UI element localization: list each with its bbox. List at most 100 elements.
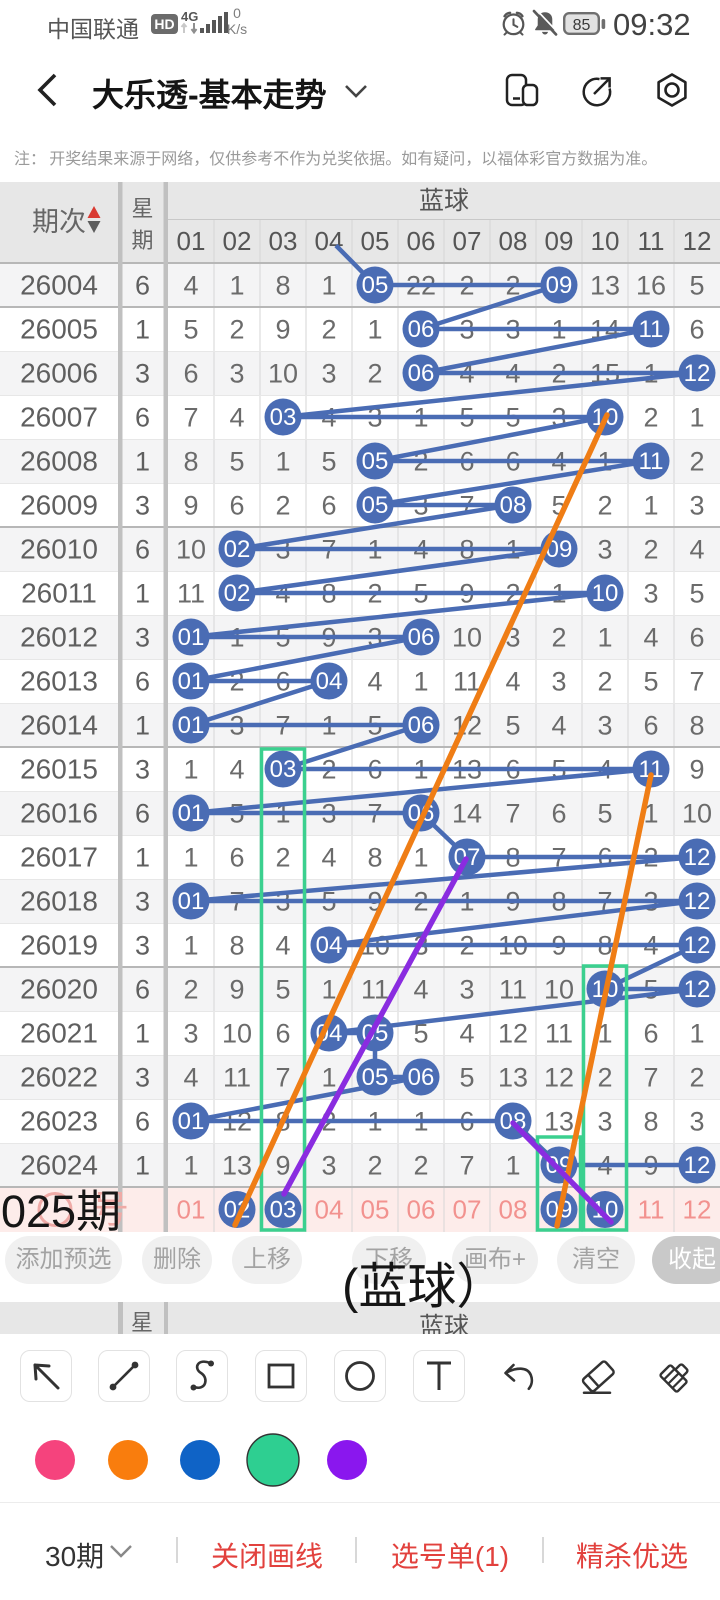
svg-text:6: 6	[643, 1019, 658, 1049]
svg-text:6: 6	[321, 491, 336, 521]
svg-text:11: 11	[177, 579, 205, 609]
svg-text:3: 3	[551, 667, 566, 697]
svg-text:05: 05	[362, 492, 389, 519]
svg-text:1: 1	[135, 579, 150, 609]
svg-text:13: 13	[590, 271, 620, 301]
svg-text:06: 06	[407, 226, 436, 256]
svg-text:1: 1	[135, 447, 150, 477]
svg-text:1: 1	[413, 843, 428, 873]
svg-text:26009: 26009	[20, 490, 98, 521]
svg-text:4: 4	[551, 711, 566, 741]
svg-text:星: 星	[131, 196, 153, 221]
svg-text:5: 5	[459, 1063, 474, 1093]
svg-text:04: 04	[316, 932, 343, 959]
svg-text:02: 02	[223, 226, 252, 256]
svg-text:07: 07	[453, 226, 482, 256]
svg-text:26006: 26006	[20, 358, 98, 389]
svg-text:10: 10	[682, 799, 712, 829]
svg-text:1: 1	[135, 315, 150, 345]
svg-text:5: 5	[183, 315, 198, 345]
svg-text:1: 1	[413, 667, 428, 697]
svg-text:6: 6	[135, 667, 150, 697]
svg-text:05: 05	[362, 1064, 389, 1091]
svg-text:3: 3	[643, 579, 658, 609]
svg-text:2: 2	[183, 975, 198, 1005]
svg-text:2: 2	[229, 315, 244, 345]
svg-text:1: 1	[135, 843, 150, 873]
svg-text:3: 3	[229, 359, 244, 389]
svg-text:1: 1	[321, 271, 336, 301]
svg-text:11: 11	[639, 316, 664, 343]
svg-text:01: 01	[178, 888, 205, 915]
svg-text:6: 6	[643, 711, 658, 741]
svg-text:1: 1	[643, 491, 658, 521]
svg-text:4: 4	[367, 667, 382, 697]
svg-text:26004: 26004	[20, 270, 98, 301]
svg-text:5: 5	[643, 667, 658, 697]
svg-text:1: 1	[183, 931, 198, 961]
svg-text:4: 4	[459, 1019, 474, 1049]
svg-text:11: 11	[639, 448, 664, 475]
svg-text:9: 9	[183, 491, 198, 521]
svg-text:1: 1	[275, 447, 290, 477]
svg-text:26011: 26011	[21, 578, 97, 609]
svg-text:12: 12	[684, 844, 711, 871]
svg-text:6: 6	[135, 271, 150, 301]
svg-text:13: 13	[544, 1107, 574, 1137]
svg-text:1: 1	[183, 1151, 198, 1181]
svg-text:3: 3	[689, 491, 704, 521]
svg-text:12: 12	[544, 1063, 574, 1093]
svg-text:05: 05	[362, 448, 389, 475]
svg-text:4: 4	[183, 271, 198, 301]
svg-text:03: 03	[270, 404, 297, 431]
svg-text:26005: 26005	[20, 314, 98, 345]
svg-text:2: 2	[597, 491, 612, 521]
svg-text:11: 11	[545, 1019, 573, 1049]
svg-text:06: 06	[408, 712, 435, 739]
svg-text:2: 2	[597, 667, 612, 697]
svg-text:01: 01	[178, 624, 205, 651]
svg-text:5: 5	[229, 447, 244, 477]
svg-text:8: 8	[229, 931, 244, 961]
svg-text:2: 2	[413, 1151, 428, 1181]
svg-text:26024: 26024	[20, 1150, 98, 1181]
svg-text:5: 5	[597, 799, 612, 829]
svg-text:26022: 26022	[20, 1062, 98, 1093]
svg-text:16: 16	[636, 271, 666, 301]
svg-text:13: 13	[498, 1063, 528, 1093]
svg-text:1: 1	[321, 1063, 336, 1093]
svg-text:26016: 26016	[20, 798, 98, 829]
svg-text:6: 6	[229, 843, 244, 873]
svg-text:3: 3	[459, 975, 474, 1005]
svg-text:8: 8	[183, 447, 198, 477]
svg-text:8: 8	[367, 843, 382, 873]
svg-text:01: 01	[178, 1108, 205, 1135]
svg-text:3: 3	[689, 1107, 704, 1137]
svg-text:1: 1	[321, 975, 336, 1005]
svg-text:5: 5	[505, 711, 520, 741]
svg-text:2: 2	[367, 1151, 382, 1181]
svg-text:3: 3	[597, 535, 612, 565]
svg-text:4: 4	[413, 975, 428, 1005]
svg-text:1: 1	[229, 271, 244, 301]
svg-text:12: 12	[683, 1195, 712, 1225]
svg-text:5: 5	[321, 447, 336, 477]
svg-text:26012: 26012	[20, 622, 98, 653]
svg-text:10: 10	[176, 535, 206, 565]
svg-text:10: 10	[452, 623, 482, 653]
svg-text:7: 7	[459, 1151, 474, 1181]
svg-text:4: 4	[643, 623, 658, 653]
svg-text:11: 11	[361, 975, 389, 1005]
svg-text:11: 11	[638, 1195, 665, 1225]
svg-text:9: 9	[689, 755, 704, 785]
svg-text:03: 03	[270, 1197, 297, 1224]
svg-text:26020: 26020	[20, 974, 98, 1005]
svg-text:4: 4	[229, 403, 244, 433]
svg-text:26018: 26018	[20, 886, 98, 917]
svg-text:6: 6	[551, 799, 566, 829]
svg-text:11: 11	[453, 667, 481, 697]
svg-text:26010: 26010	[20, 534, 98, 565]
svg-text:12: 12	[498, 1019, 528, 1049]
svg-text:08: 08	[500, 492, 527, 519]
svg-text:10: 10	[591, 226, 620, 256]
